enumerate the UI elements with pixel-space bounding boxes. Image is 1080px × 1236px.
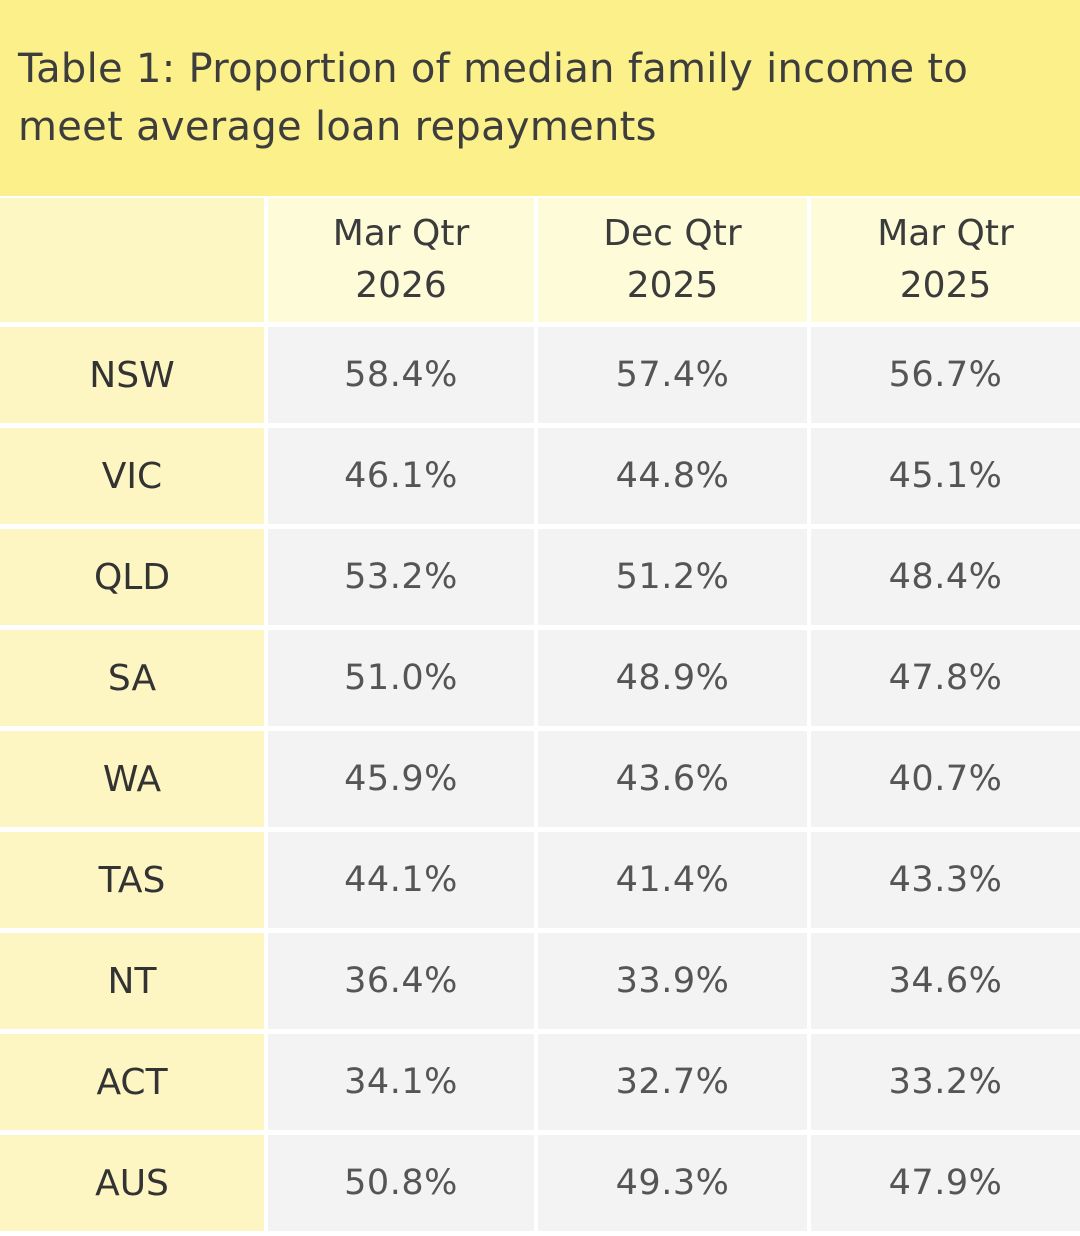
table-cell: 40.7% <box>811 731 1080 832</box>
table-cell: 34.1% <box>268 1034 538 1135</box>
row-label: NT <box>0 933 268 1034</box>
table-cell: 32.7% <box>538 1034 811 1135</box>
table-cell: 50.8% <box>268 1135 538 1236</box>
row-label: ACT <box>0 1034 268 1135</box>
table-cell: 45.9% <box>268 731 538 832</box>
table-cell: 51.2% <box>538 529 811 630</box>
row-label: VIC <box>0 428 268 529</box>
row-label: QLD <box>0 529 268 630</box>
row-label: NSW <box>0 327 268 428</box>
table-cell: 57.4% <box>538 327 811 428</box>
table-cell: 44.8% <box>538 428 811 529</box>
row-label: SA <box>0 630 268 731</box>
data-table: Mar Qtr 2026 Dec Qtr 2025 Mar Qtr 2025 N… <box>0 198 1080 1236</box>
title-banner: Table 1: Proportion of median family inc… <box>0 0 1080 196</box>
column-header-period: Mar Qtr <box>877 213 1014 254</box>
table-cell: 33.9% <box>538 933 811 1034</box>
column-header-period: Mar Qtr <box>332 213 470 254</box>
table-cell: 49.3% <box>538 1135 811 1236</box>
table-cell: 48.9% <box>538 630 811 731</box>
column-header: Mar Qtr 2026 <box>268 198 538 327</box>
column-header: Dec Qtr 2025 <box>538 198 811 327</box>
row-label: AUS <box>0 1135 268 1236</box>
header-corner-cell <box>0 198 268 327</box>
row-label: TAS <box>0 832 268 933</box>
column-header-year: 2026 <box>355 265 447 306</box>
table-title: Table 1: Proportion of median family inc… <box>18 46 969 150</box>
table-cell: 47.8% <box>811 630 1080 731</box>
table-cell: 43.3% <box>811 832 1080 933</box>
table-cell: 34.6% <box>811 933 1080 1034</box>
table-cell: 47.9% <box>811 1135 1080 1236</box>
row-label: WA <box>0 731 268 832</box>
table-cell: 46.1% <box>268 428 538 529</box>
table-cell: 33.2% <box>811 1034 1080 1135</box>
table-cell: 58.4% <box>268 327 538 428</box>
column-header: Mar Qtr 2025 <box>811 198 1080 327</box>
column-header-period: Dec Qtr <box>603 213 742 254</box>
table-cell: 36.4% <box>268 933 538 1034</box>
column-header-year: 2025 <box>899 265 992 306</box>
table-cell: 45.1% <box>811 428 1080 529</box>
table-cell: 56.7% <box>811 327 1080 428</box>
table-cell: 41.4% <box>538 832 811 933</box>
table-cell: 53.2% <box>268 529 538 630</box>
table-cell: 44.1% <box>268 832 538 933</box>
table-cell: 43.6% <box>538 731 811 832</box>
column-header-year: 2025 <box>626 265 719 306</box>
table-cell: 48.4% <box>811 529 1080 630</box>
table-cell: 51.0% <box>268 630 538 731</box>
